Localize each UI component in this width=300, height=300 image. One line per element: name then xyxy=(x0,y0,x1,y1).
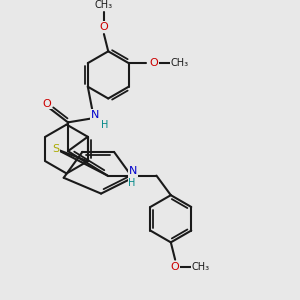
Text: H: H xyxy=(128,178,136,188)
Text: CH₃: CH₃ xyxy=(171,58,189,68)
Text: S: S xyxy=(52,144,59,154)
Text: O: O xyxy=(150,58,158,68)
Text: O: O xyxy=(100,22,108,32)
Text: H: H xyxy=(101,120,109,130)
Text: O: O xyxy=(171,262,179,272)
Text: N: N xyxy=(91,110,100,120)
Text: CH₃: CH₃ xyxy=(95,0,113,10)
Text: O: O xyxy=(42,99,51,109)
Text: CH₃: CH₃ xyxy=(192,262,210,272)
Text: N: N xyxy=(129,166,138,176)
